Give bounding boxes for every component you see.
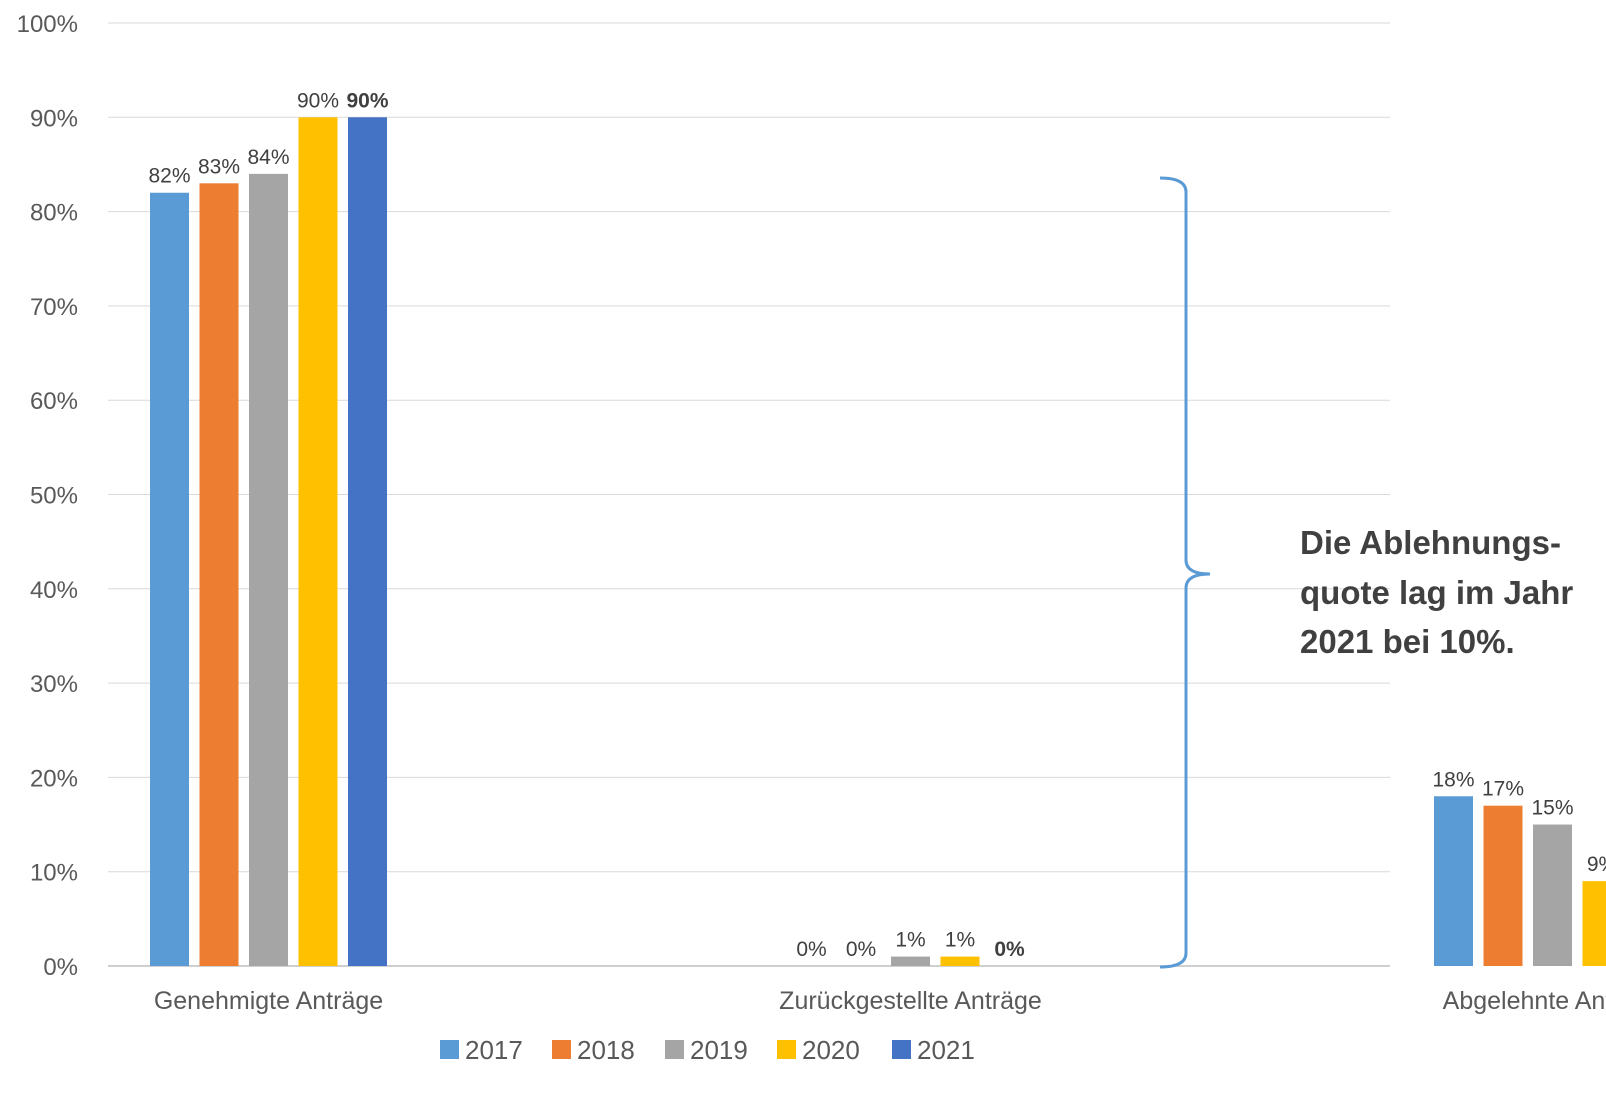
bar — [1483, 805, 1523, 966]
legend-swatch — [440, 1040, 459, 1059]
y-tick-label: 0% — [43, 954, 78, 981]
bar — [1582, 881, 1606, 966]
x-category-label: Zurückgestellte Anträge — [779, 987, 1042, 1015]
y-tick-label: 30% — [30, 671, 78, 698]
bar — [348, 117, 387, 967]
legend-label: 2020 — [802, 1035, 860, 1065]
legend-swatch — [552, 1040, 571, 1059]
brace-bracket — [1159, 176, 1211, 969]
data-label: 17% — [1482, 778, 1524, 801]
y-tick-label: 90% — [30, 105, 78, 132]
legend-label: 2021 — [917, 1035, 975, 1065]
legend-swatch — [665, 1040, 684, 1059]
annotation-text: Die Ablehnungs- quote lag im Jahr 2021 b… — [1300, 518, 1600, 667]
data-label: 0% — [846, 938, 876, 961]
legend-label: 2017 — [465, 1035, 523, 1065]
data-label: 0% — [994, 938, 1025, 961]
bar — [891, 956, 930, 966]
data-label: 82% — [148, 165, 190, 188]
y-tick-label: 100% — [17, 11, 78, 38]
bar — [1434, 796, 1473, 966]
x-category-label: Genehmigte Anträge — [154, 987, 383, 1015]
y-tick-label: 70% — [30, 294, 78, 321]
legend-swatch — [777, 1040, 796, 1059]
y-tick-label: 60% — [30, 388, 78, 415]
annotation-line: Die Ablehnungs- — [1300, 524, 1561, 561]
bar — [150, 192, 189, 967]
data-label: 84% — [247, 146, 289, 169]
data-label: 90% — [297, 89, 339, 112]
annotation-line: quote lag im Jahr — [1300, 573, 1574, 611]
x-category-label: Abgelehnte Anträge — [1443, 987, 1606, 1015]
y-tick-label: 80% — [30, 200, 78, 227]
legend-label: 2019 — [690, 1035, 748, 1065]
data-label: 18% — [1432, 768, 1474, 791]
y-tick-label: 10% — [30, 860, 78, 887]
bar — [249, 173, 288, 966]
y-tick-label: 50% — [30, 483, 78, 510]
data-label: 0% — [796, 938, 826, 961]
legend-swatch — [892, 1040, 911, 1059]
y-tick-label: 40% — [30, 577, 78, 604]
data-label: 9% — [1587, 853, 1606, 876]
legend-label: 2018 — [577, 1035, 635, 1065]
annotation-line: 2021 bei 10%. — [1300, 623, 1515, 660]
data-label: 1% — [895, 929, 925, 952]
data-label: 1% — [945, 929, 975, 952]
data-label: 83% — [198, 155, 240, 178]
bar — [199, 183, 239, 966]
bar — [940, 956, 980, 966]
bar — [298, 117, 338, 967]
bar — [1533, 824, 1572, 966]
data-label: 90% — [346, 89, 388, 112]
y-tick-label: 20% — [30, 765, 78, 792]
data-label: 15% — [1531, 797, 1573, 820]
